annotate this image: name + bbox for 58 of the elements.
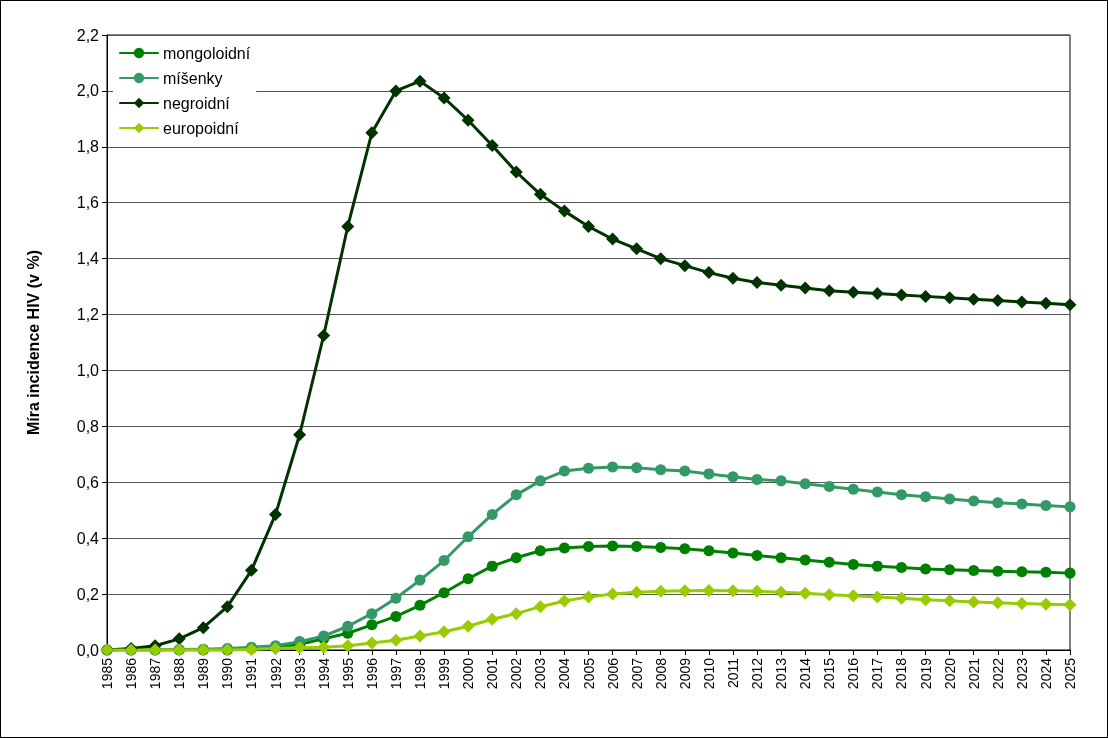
x-tick-label: 2013 (773, 657, 790, 690)
y-tick-label: 0,6 (76, 473, 100, 491)
x-tick-label: 2012 (749, 657, 766, 690)
x-tick-label: 2011 (724, 657, 741, 689)
x-tick-label: 2019 (917, 657, 934, 690)
x-tick-label: 2016 (845, 657, 862, 690)
x-tick-label: 1997 (387, 657, 404, 690)
y-axis-title: Míra incidence HIV (v %) (24, 250, 42, 435)
x-tick-label: 2002 (508, 657, 525, 690)
x-tick-label: 2003 (532, 657, 549, 690)
x-tick-label: 2007 (628, 657, 645, 690)
y-tick-label: 1,2 (76, 306, 100, 324)
x-tick-label: 1996 (363, 657, 380, 690)
legend-label: míšenky (163, 69, 223, 87)
x-tick-label: 1990 (219, 657, 236, 690)
x-tick-label: 2018 (893, 657, 910, 690)
x-tick-label: 1989 (195, 657, 212, 690)
x-tick-label: 1985 (99, 657, 115, 690)
x-tick-label: 1987 (147, 657, 164, 690)
x-tick-label: 2015 (821, 657, 838, 690)
x-tick-label: 2020 (941, 657, 958, 690)
legend-label: negroidní (163, 94, 231, 112)
y-tick-label: 1,0 (76, 361, 100, 379)
legend-label: europoidní (163, 119, 240, 137)
x-tick-label: 2025 (1062, 657, 1078, 690)
x-tick-label: 2023 (1013, 657, 1030, 690)
x-tick-label: 2010 (700, 657, 717, 690)
x-tick-label: 2014 (797, 657, 814, 690)
x-tick-label: 2004 (556, 657, 573, 690)
x-tick-label: 2008 (652, 657, 669, 690)
y-tick-label: 1,4 (76, 250, 100, 268)
x-tick-label: 2000 (460, 657, 477, 690)
x-tick-label: 1986 (123, 657, 140, 690)
x-tick-label: 2009 (676, 657, 693, 690)
x-tick-label: 2021 (965, 657, 982, 690)
y-tick-label: 1,8 (76, 138, 100, 156)
x-tick-label: 2017 (869, 657, 886, 690)
x-tick-label: 1988 (171, 657, 188, 690)
y-tick-label: 2,0 (76, 82, 100, 100)
x-tick-label: 2005 (580, 657, 597, 690)
x-tick-label: 1992 (267, 657, 284, 690)
y-tick-label: 0,0 (76, 641, 100, 659)
x-tick-label: 1999 (436, 657, 453, 690)
y-tick-label: 0,4 (76, 529, 100, 547)
x-tick-label: 2024 (1037, 657, 1054, 690)
x-tick-label: 1995 (339, 657, 356, 690)
x-tick-label: 2006 (604, 657, 621, 690)
x-tick-label: 2001 (484, 657, 501, 690)
y-tick-label: 1,6 (76, 194, 100, 212)
y-tick-label: 2,2 (76, 26, 100, 44)
x-tick-label: 1994 (315, 657, 332, 690)
x-tick-label: 1998 (411, 657, 428, 690)
x-tick-label: 1991 (243, 657, 260, 690)
x-tick-label: 1993 (291, 657, 308, 690)
legend-label: mongoloidní (163, 44, 251, 62)
y-tick-label: 0,2 (76, 585, 100, 603)
y-tick-label: 0,8 (76, 417, 100, 435)
x-tick-label: 2022 (989, 657, 1006, 690)
